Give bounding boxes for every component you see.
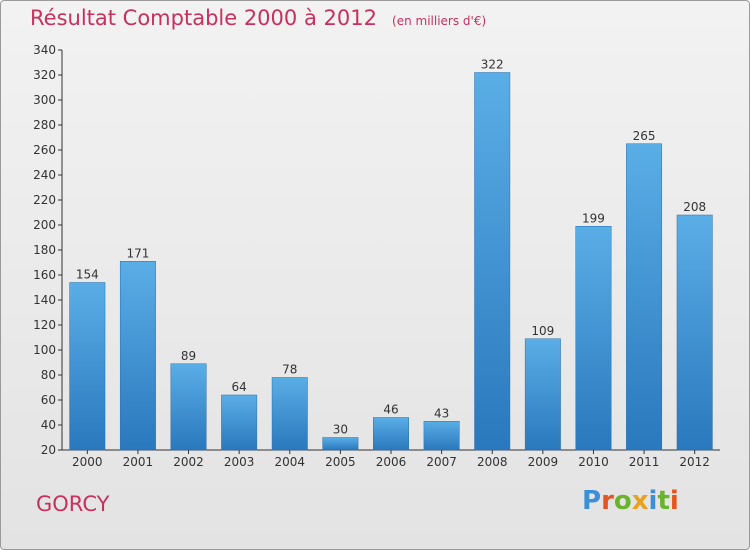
y-tick-label: 120 xyxy=(33,318,56,332)
chart-subtitle: (en milliers d'€) xyxy=(392,14,487,28)
data-label: 64 xyxy=(232,380,247,394)
data-label: 109 xyxy=(531,324,554,338)
y-tick-label: 340 xyxy=(33,43,56,57)
x-tick-label: 2005 xyxy=(325,455,356,469)
data-label: 322 xyxy=(481,58,504,72)
x-tick-label: 2011 xyxy=(629,455,660,469)
bar-2009 xyxy=(524,338,561,451)
x-tick-label: 2008 xyxy=(477,455,508,469)
x-tick-label: 2010 xyxy=(578,455,609,469)
y-tick-label: 20 xyxy=(41,443,56,457)
x-tick-label: 2007 xyxy=(426,455,457,469)
y-tick-label: 260 xyxy=(33,143,56,157)
data-label: 78 xyxy=(282,363,297,377)
x-tick-label: 2009 xyxy=(528,455,559,469)
x-tick-label: 2006 xyxy=(376,455,407,469)
data-label: 46 xyxy=(383,403,398,417)
x-tick-label: 2004 xyxy=(274,455,305,469)
bar-2002 xyxy=(170,363,207,451)
data-label: 43 xyxy=(434,406,449,420)
bar-2011 xyxy=(626,143,663,451)
bar-2008 xyxy=(474,72,511,451)
logo-letter: o xyxy=(613,486,632,516)
x-tick-label: 2012 xyxy=(679,455,710,469)
x-tick-label: 2003 xyxy=(224,455,255,469)
y-tick-label: 200 xyxy=(33,218,56,232)
y-tick-label: 320 xyxy=(33,68,56,82)
y-tick-label: 140 xyxy=(33,293,56,307)
y-tick-label: 40 xyxy=(41,418,56,432)
y-tick-label: 220 xyxy=(33,193,56,207)
y-tick-label: 300 xyxy=(33,93,56,107)
y-tick-label: 80 xyxy=(41,368,56,382)
bar-2003 xyxy=(221,394,258,451)
bar-2010 xyxy=(575,226,612,451)
logo-letter: i xyxy=(648,486,658,516)
bar-2005 xyxy=(322,437,359,451)
logo-letter: P xyxy=(582,486,602,516)
data-label: 89 xyxy=(181,349,196,363)
bar-2012 xyxy=(676,214,713,451)
logo-letter: t xyxy=(657,486,670,516)
y-tick-label: 60 xyxy=(41,393,56,407)
logo-letter: x xyxy=(631,486,649,516)
bar-2004 xyxy=(271,377,308,451)
commune-name: GORCY xyxy=(36,492,110,516)
bar-2000 xyxy=(69,282,106,451)
data-label: 30 xyxy=(333,423,348,437)
x-tick-label: 2000 xyxy=(72,455,103,469)
y-tick-label: 240 xyxy=(33,168,56,182)
x-tick-label: 2001 xyxy=(123,455,154,469)
data-label: 208 xyxy=(683,200,706,214)
x-tick-label: 2002 xyxy=(173,455,204,469)
data-label: 171 xyxy=(126,246,149,260)
proxiti-logo: Proxiti xyxy=(582,486,679,516)
chart-header: Résultat Comptable 2000 à 2012 (en milli… xyxy=(30,6,486,30)
logo-letter: i xyxy=(669,486,679,516)
bar-2001 xyxy=(119,261,156,451)
chart-title: Résultat Comptable 2000 à 2012 xyxy=(30,6,377,30)
y-tick-label: 180 xyxy=(33,243,56,257)
y-tick-label: 100 xyxy=(33,343,56,357)
bar-2007 xyxy=(423,421,460,451)
bar-2006 xyxy=(373,417,409,451)
logo-letter: r xyxy=(601,486,614,516)
data-label: 154 xyxy=(76,268,99,282)
data-label: 265 xyxy=(633,129,656,143)
data-label: 199 xyxy=(582,211,605,225)
y-tick-label: 280 xyxy=(33,118,56,132)
y-tick-label: 160 xyxy=(33,268,56,282)
